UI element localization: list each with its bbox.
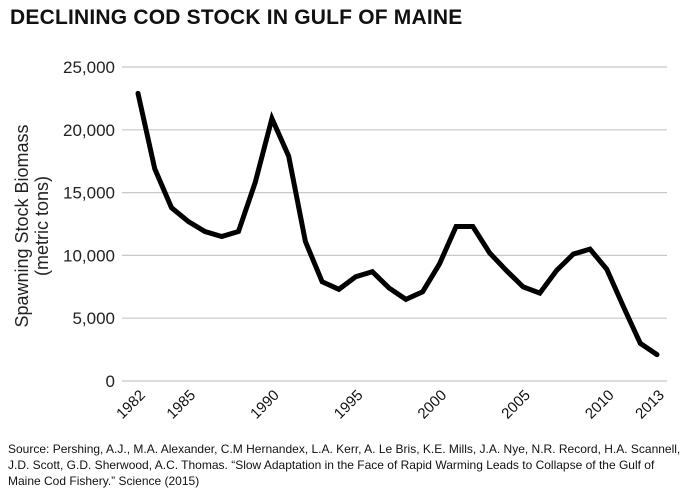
x-tick-label: 1990 [247, 387, 283, 423]
y-tick-label: 15,000 [63, 184, 115, 203]
x-tick-label: 1995 [331, 387, 367, 423]
y-tick-label: 10,000 [63, 246, 115, 265]
y-tick-label: 20,000 [63, 121, 115, 140]
y-tick-label: 0 [106, 372, 115, 391]
x-tick-label: 2013 [632, 387, 668, 423]
source-citation: Source: Pershing, A.J., M.A. Alexander, … [8, 442, 681, 488]
x-tick-label: 2005 [498, 387, 534, 423]
y-axis-label: Spawning Stock Biomass(metric tons) [12, 124, 52, 327]
y-axis-label-line: Spawning Stock Biomass [12, 124, 32, 327]
chart-title: DECLINING COD STOCK IN GULF OF MAINE [10, 6, 463, 29]
x-tick-label: 2010 [582, 387, 618, 423]
x-tick-label: 1982 [113, 387, 149, 423]
y-tick-label: 5,000 [72, 309, 115, 328]
y-axis-label-line: (metric tons) [32, 176, 52, 276]
line-chart: 0 5,000 10,000 15,000 20,000 25,000 1982 1985 19… [12, 58, 668, 423]
y-tick-label: 25,000 [63, 58, 115, 77]
data-line [135, 90, 660, 358]
x-tick-label: 2000 [415, 387, 451, 423]
x-tick-label: 1985 [163, 387, 199, 423]
